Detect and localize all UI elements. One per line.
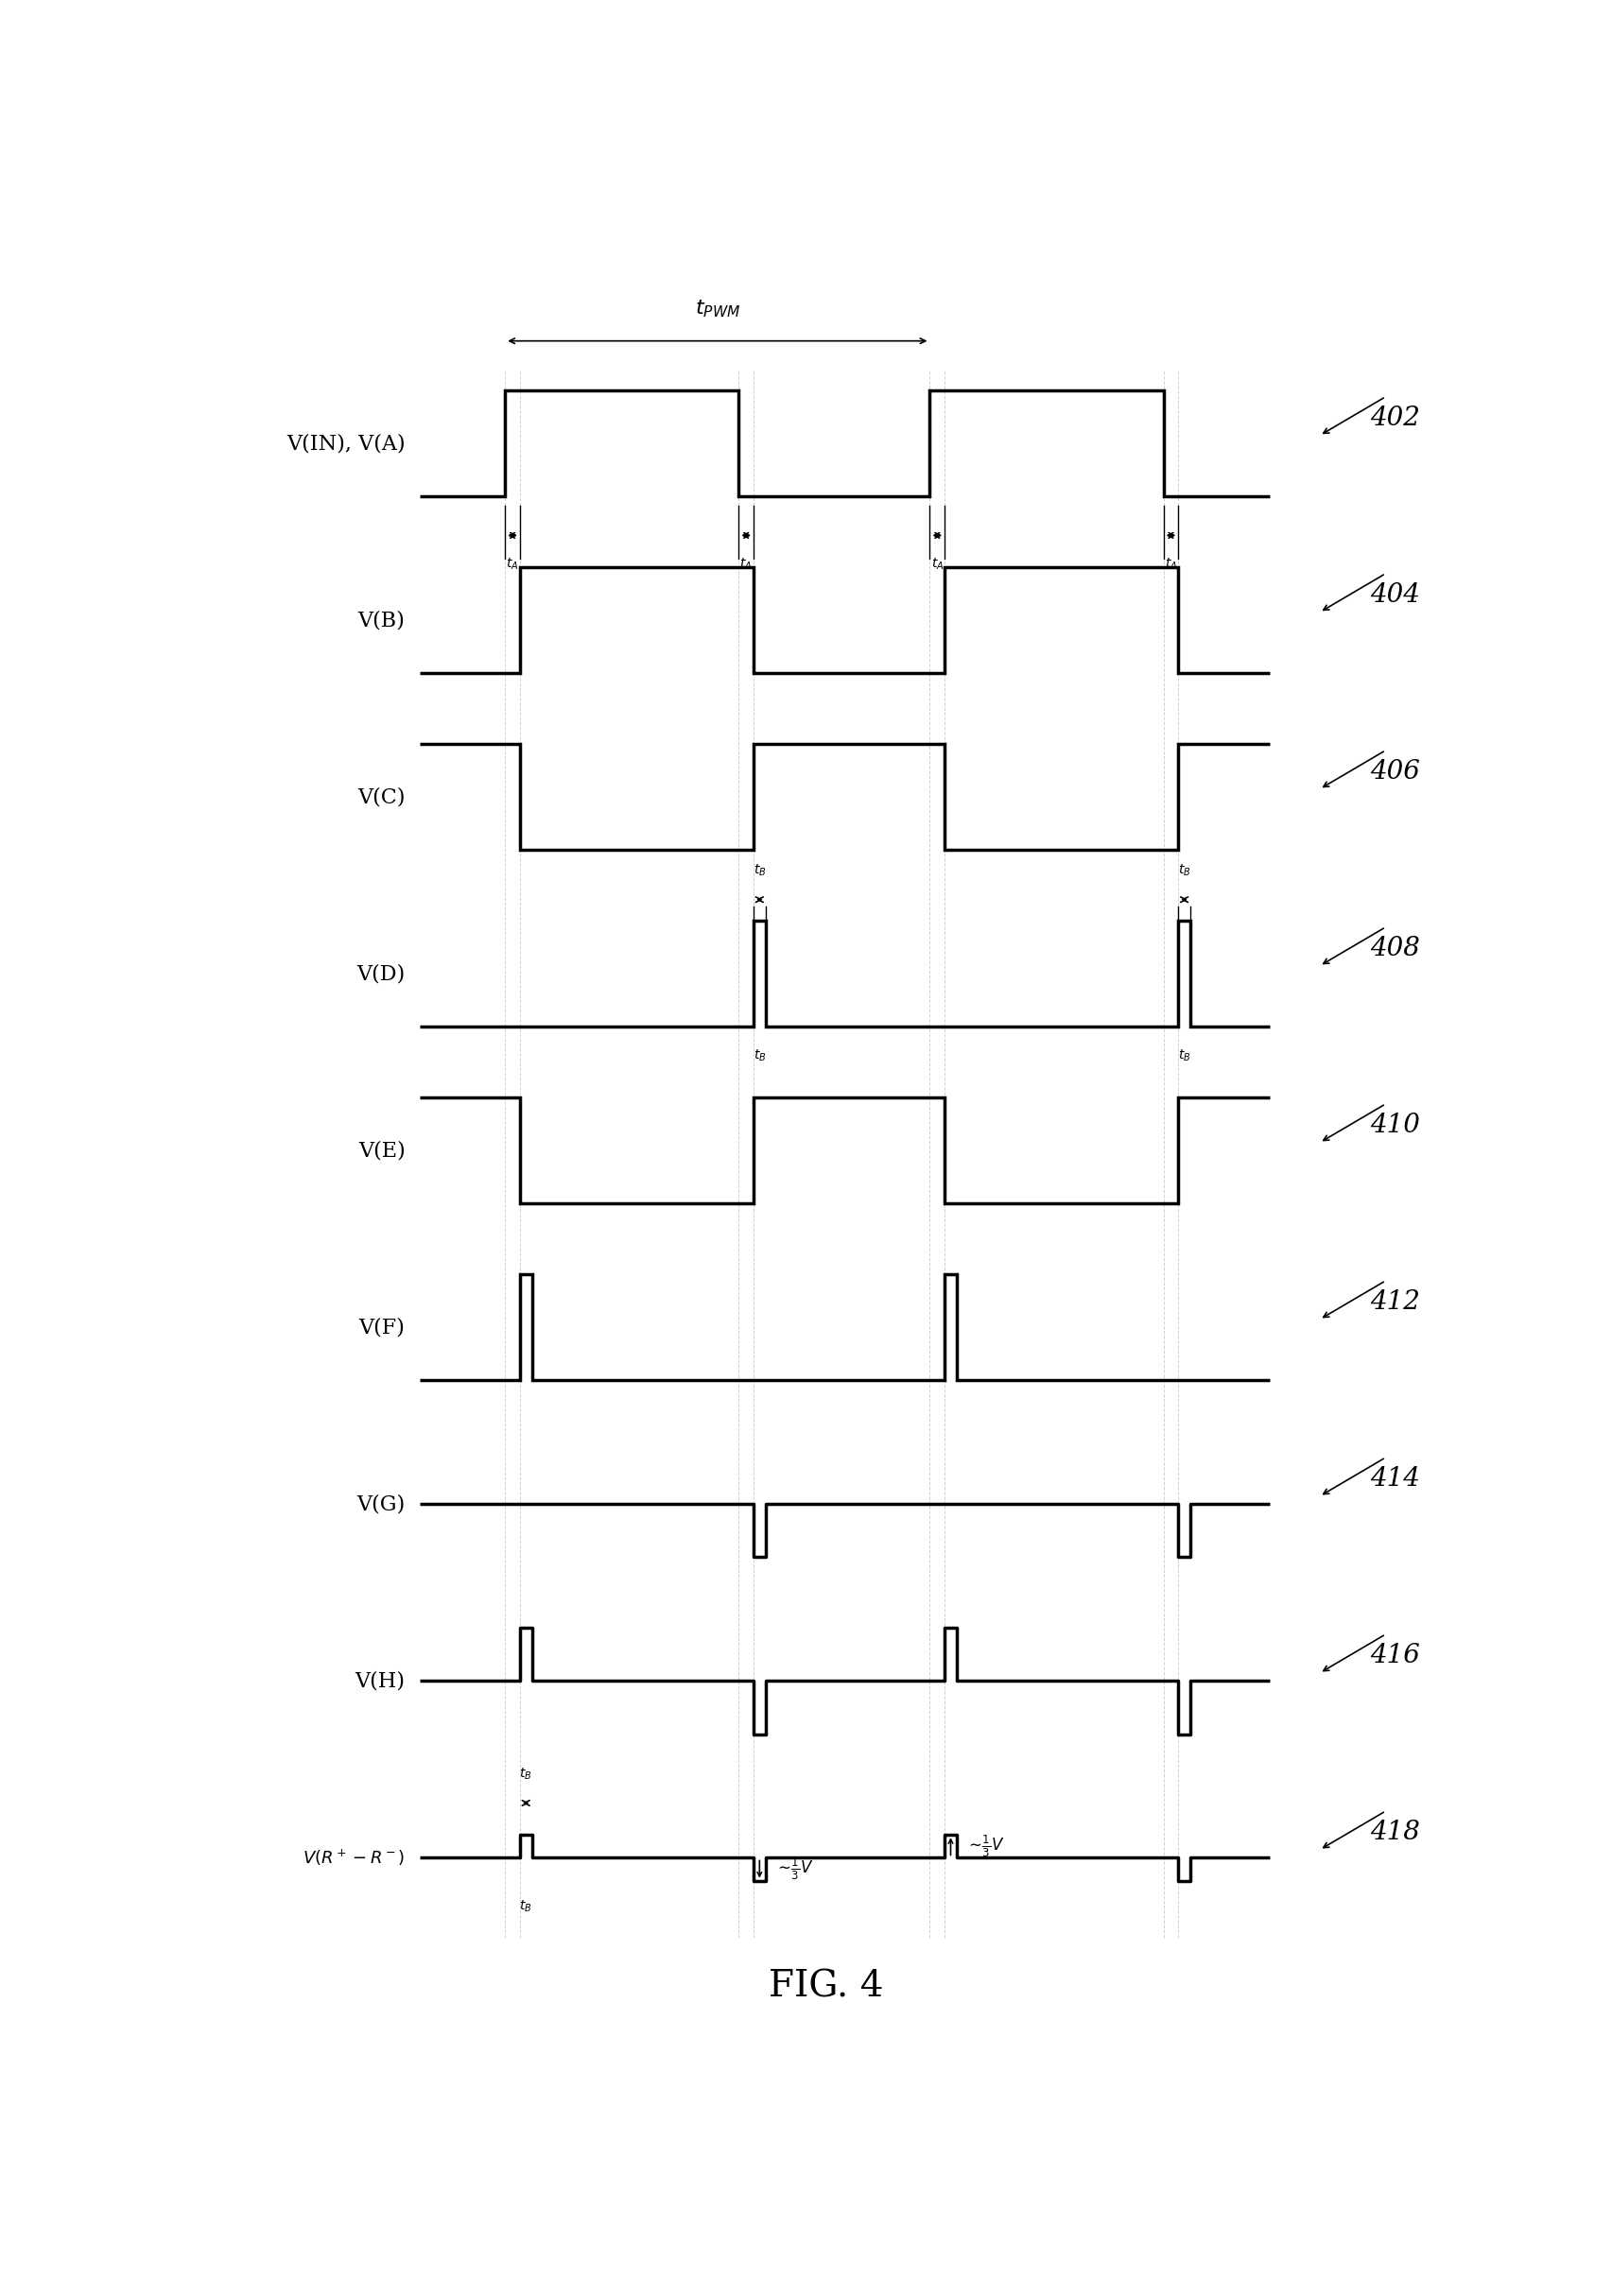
Text: $t_{PWM}$: $t_{PWM}$	[695, 298, 740, 319]
Text: $t_B$: $t_B$	[519, 1899, 532, 1915]
Text: $V(R^+-R^-)$: $V(R^+-R^-)$	[303, 1848, 405, 1869]
Text: 406: 406	[1370, 758, 1420, 785]
Text: V(E): V(E)	[358, 1141, 405, 1162]
Text: $t_B$: $t_B$	[753, 1047, 766, 1063]
Text: 410: 410	[1370, 1111, 1420, 1139]
Text: V(D): V(D)	[356, 964, 405, 985]
Text: 416: 416	[1370, 1642, 1420, 1669]
Text: $t_B$: $t_B$	[1178, 1047, 1191, 1063]
Text: $t_A$: $t_A$	[506, 556, 519, 572]
Text: V(C): V(C)	[358, 788, 405, 808]
Text: 402: 402	[1370, 404, 1420, 432]
Text: V(H): V(H)	[355, 1671, 405, 1692]
Text: $t_B$: $t_B$	[753, 863, 766, 879]
Text: $t_B$: $t_B$	[519, 1766, 532, 1782]
Text: 412: 412	[1370, 1288, 1420, 1316]
Text: V(F): V(F)	[359, 1318, 405, 1339]
Text: 404: 404	[1370, 581, 1420, 608]
Text: $t_A$: $t_A$	[1164, 556, 1177, 572]
Text: 408: 408	[1370, 934, 1420, 962]
Text: $t_A$: $t_A$	[740, 556, 753, 572]
Text: V(IN), V(A): V(IN), V(A)	[287, 434, 405, 455]
Text: $t_A$: $t_A$	[930, 556, 943, 572]
Text: FIG. 4: FIG. 4	[769, 1970, 883, 2004]
Text: 418: 418	[1370, 1818, 1420, 1846]
Text: 414: 414	[1370, 1465, 1420, 1492]
Text: $\sim\!\frac{1}{3}V$: $\sim\!\frac{1}{3}V$	[774, 1857, 814, 1883]
Text: V(G): V(G)	[356, 1495, 405, 1515]
Text: $\sim\!\frac{1}{3}V$: $\sim\!\frac{1}{3}V$	[966, 1835, 1004, 1860]
Text: V(B): V(B)	[358, 611, 405, 631]
Text: $t_B$: $t_B$	[1178, 863, 1191, 879]
